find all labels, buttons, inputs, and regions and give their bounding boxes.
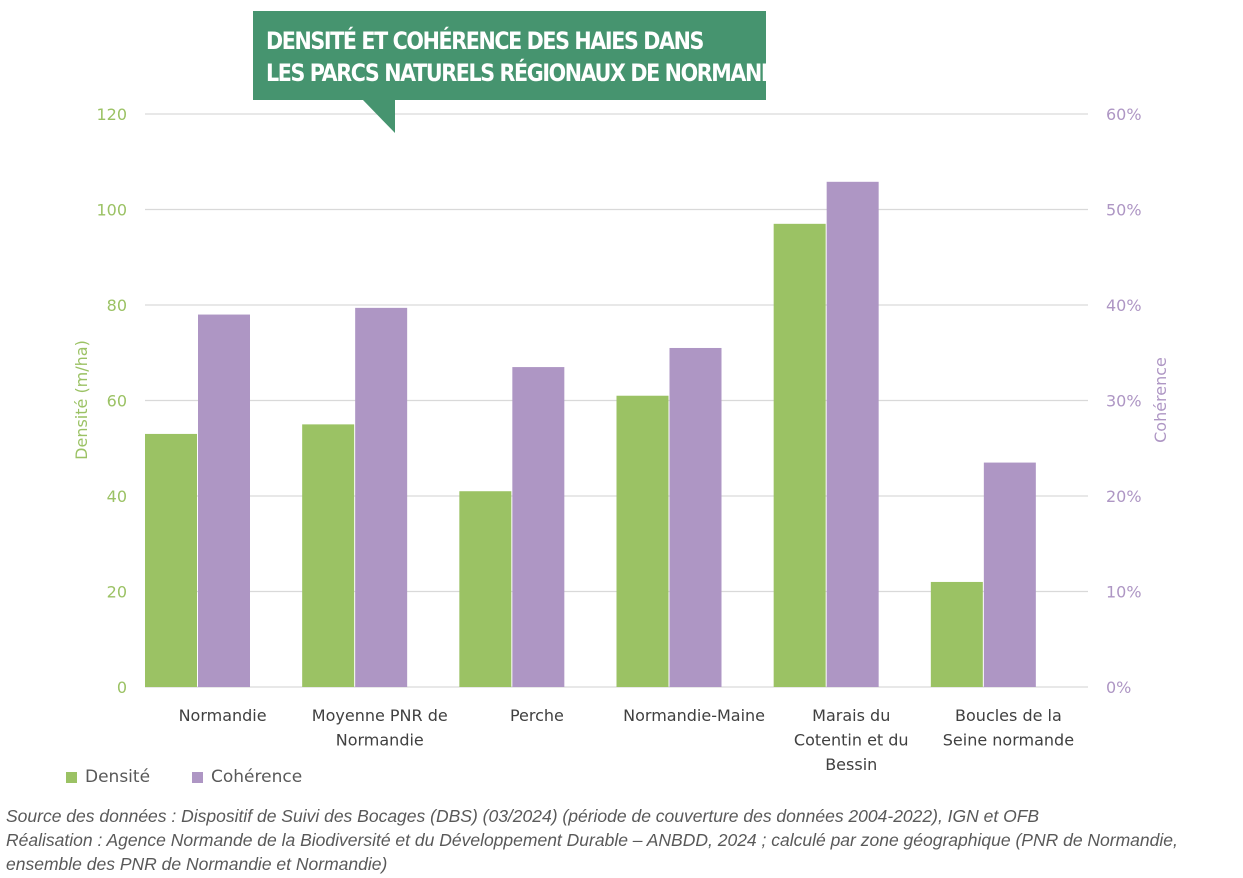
right-tick-label: 40% bbox=[1106, 296, 1142, 315]
category-label: Marais du Cotentin et du Bessin bbox=[794, 706, 909, 774]
bar-coherence bbox=[512, 367, 565, 687]
legend-swatch-densite bbox=[66, 771, 77, 783]
category-label: Moyenne PNR de Normandie bbox=[312, 706, 448, 750]
bar-coherence bbox=[669, 347, 722, 687]
bar-densite bbox=[773, 223, 826, 687]
bar-densite bbox=[145, 433, 197, 687]
legend-label-coherence: Cohérence bbox=[211, 767, 303, 787]
legend-swatch-coherence bbox=[192, 771, 203, 783]
category-label: Normandie bbox=[179, 706, 267, 725]
bar-coherence bbox=[826, 181, 879, 687]
category-labels: Normandie Moyenne PNR de Normandie Perche No… bbox=[179, 706, 1074, 774]
bar-coherence bbox=[355, 307, 408, 687]
right-tick-label: 20% bbox=[1106, 487, 1142, 506]
chart-title-line-1: DENSITÉ ET COHÉRENCE DES HAIES DANS bbox=[266, 27, 704, 55]
bar-densite bbox=[302, 424, 355, 687]
left-tick-label: 20 bbox=[107, 583, 127, 602]
left-axis-label: Densité (m/ha) bbox=[72, 340, 91, 460]
left-tick-label: 40 bbox=[107, 487, 127, 506]
left-axis-ticks: 0 20 40 60 80 100 120 bbox=[96, 105, 127, 697]
left-tick-label: 120 bbox=[96, 105, 127, 124]
chart-title-box: DENSITÉ ET COHÉRENCE DES HAIES DANS LES … bbox=[253, 11, 797, 100]
right-tick-label: 60% bbox=[1106, 105, 1142, 124]
bar-coherence bbox=[983, 462, 1036, 687]
bar-densite bbox=[930, 581, 983, 687]
bar-coherence bbox=[198, 314, 250, 687]
bars bbox=[145, 181, 1036, 687]
footer-line-2: Réalisation : Agence Normande de la Biod… bbox=[6, 830, 1178, 850]
bar-densite bbox=[459, 491, 512, 687]
chart-title-line-2: LES PARCS NATURELS RÉGIONAUX DE NORMANDI… bbox=[266, 59, 797, 87]
right-tick-label: 50% bbox=[1106, 201, 1142, 220]
right-axis-ticks: 0% 10% 20% 30% 40% 50% 60% bbox=[1106, 105, 1142, 697]
speech-bubble-tail bbox=[362, 99, 395, 133]
left-tick-label: 60 bbox=[107, 392, 127, 411]
footer-line-3: ensemble des PNR de Normandie et Normand… bbox=[6, 854, 388, 874]
legend-item-coherence: Cohérence bbox=[192, 766, 302, 788]
category-label: Perche bbox=[510, 706, 564, 725]
right-tick-label: 0% bbox=[1106, 678, 1131, 697]
left-tick-label: 80 bbox=[107, 296, 127, 315]
bar-densite bbox=[616, 395, 669, 687]
left-tick-label: 0 bbox=[117, 678, 127, 697]
source-footer: Source des données : Dispositif de Suivi… bbox=[6, 804, 1241, 876]
legend-item-densite: Densité bbox=[66, 766, 150, 788]
footer-line-1: Source des données : Dispositif de Suivi… bbox=[6, 806, 1040, 826]
right-axis-label: Cohérence bbox=[1151, 357, 1170, 443]
right-tick-label: 30% bbox=[1106, 392, 1142, 411]
left-tick-label: 100 bbox=[96, 201, 127, 220]
category-label: Boucles de la Seine normande bbox=[943, 706, 1074, 750]
category-label: Normandie-Maine bbox=[623, 706, 765, 725]
legend-label-densite: Densité bbox=[85, 767, 151, 787]
right-tick-label: 10% bbox=[1106, 583, 1142, 602]
